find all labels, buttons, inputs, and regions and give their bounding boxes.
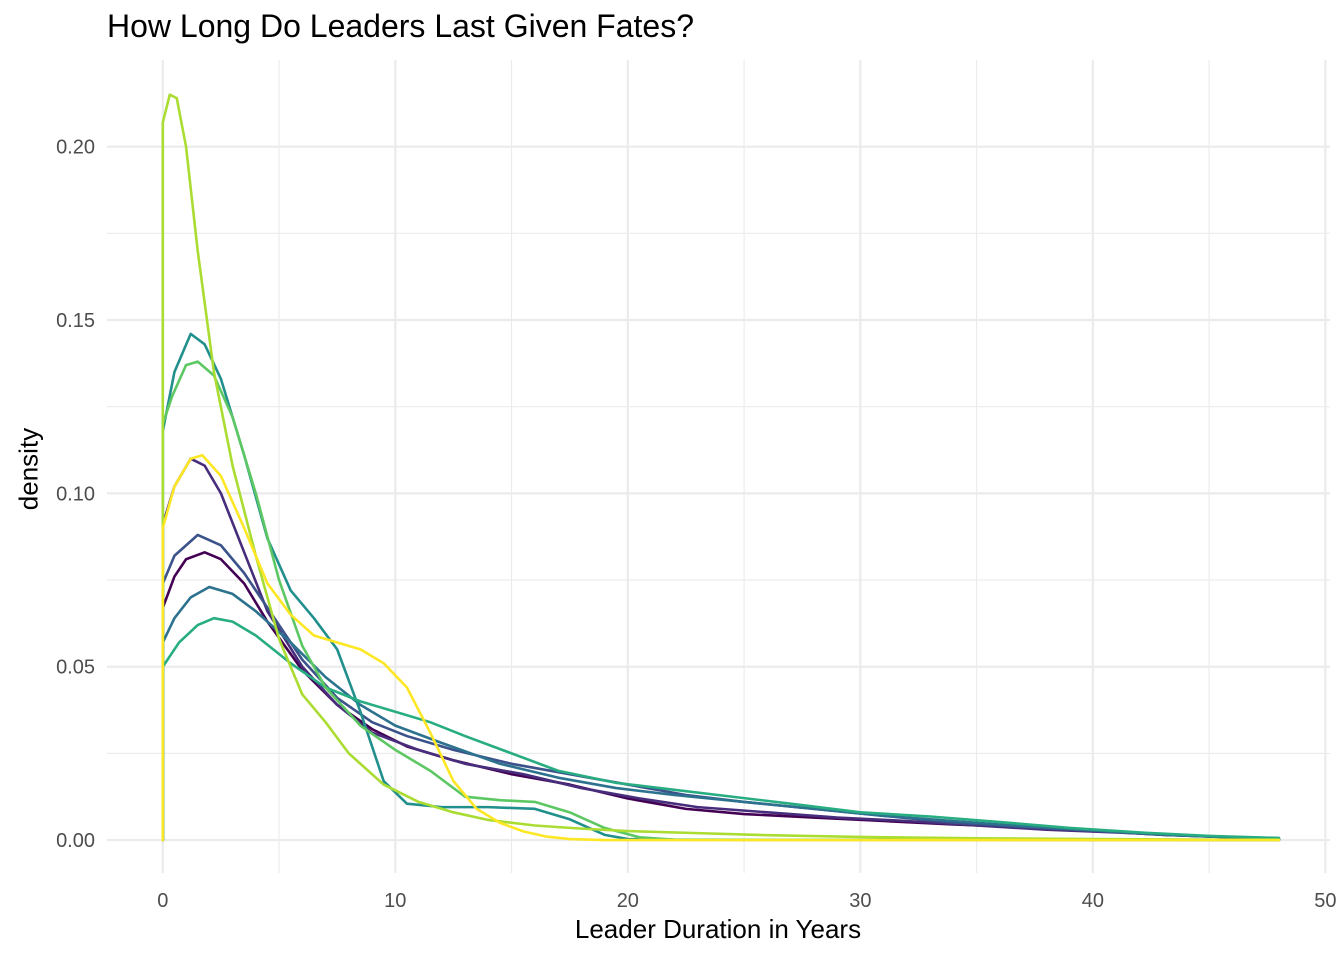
y-tick-label: 0.10 bbox=[56, 483, 95, 505]
density-series-line-7 bbox=[161, 360, 1281, 842]
y-tick-label: 0.00 bbox=[56, 830, 95, 852]
x-tick-label: 40 bbox=[1082, 890, 1104, 912]
x-tick-label: 0 bbox=[157, 890, 168, 912]
x-tick-label: 20 bbox=[617, 890, 639, 912]
density-series-line-6 bbox=[161, 616, 1281, 842]
major-gridlines bbox=[107, 60, 1330, 873]
density-series-line-9 bbox=[161, 453, 1281, 842]
y-tick-label: 0.20 bbox=[56, 137, 95, 159]
x-axis-ticks: 0 10 20 30 40 50 bbox=[157, 890, 1336, 912]
chart-title: How Long Do Leaders Last Given Fates? bbox=[107, 8, 694, 44]
y-axis-ticks: 0.00 0.05 0.10 0.15 0.20 bbox=[56, 137, 95, 852]
x-axis-label: Leader Duration in Years bbox=[574, 914, 862, 944]
y-tick-label: 0.05 bbox=[56, 657, 95, 679]
minor-gridlines bbox=[107, 60, 1330, 873]
x-tick-label: 30 bbox=[849, 890, 871, 912]
density-series-line-8 bbox=[161, 93, 1281, 842]
y-axis-label: density bbox=[13, 427, 44, 511]
density-series-line-5 bbox=[161, 332, 1281, 842]
density-lines bbox=[161, 93, 1281, 842]
x-tick-label: 10 bbox=[384, 890, 406, 912]
density-series-line-2 bbox=[161, 457, 1281, 842]
y-tick-label: 0.15 bbox=[56, 310, 95, 332]
density-series-line-4 bbox=[161, 585, 1281, 842]
x-tick-label: 50 bbox=[1314, 890, 1336, 912]
